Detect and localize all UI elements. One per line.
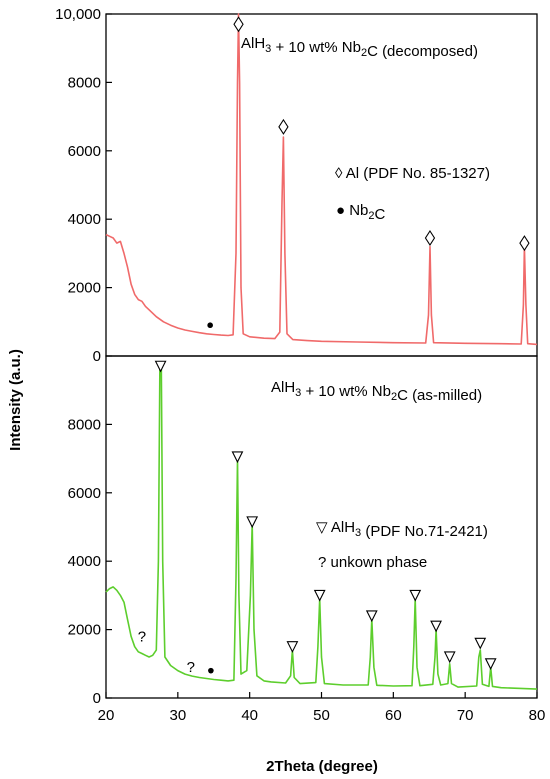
y-tick-label: 2000 <box>68 622 101 639</box>
x-axis-title: 2Theta (degree) <box>266 758 378 775</box>
nb2c-peak-marker <box>207 322 213 329</box>
y-tick-label: 6000 <box>68 143 101 160</box>
y-tick-label: 0 <box>93 348 101 365</box>
unknown-peak-marker: ? <box>138 628 146 645</box>
alh3-peak-marker <box>409 589 422 602</box>
x-tick-label: 40 <box>241 707 258 724</box>
phase-legend-2: ● Nb2C <box>336 202 386 223</box>
alh3-peak-marker <box>365 610 378 623</box>
al-peak-marker <box>519 235 530 252</box>
y-tick-label: 2000 <box>68 280 101 297</box>
alh3-peak-marker <box>286 641 299 653</box>
y-tick-label: 10,000 <box>55 6 101 23</box>
y-tick-label: 4000 <box>68 553 101 570</box>
y-tick-label: 4000 <box>68 211 101 228</box>
x-tick-label: 30 <box>169 707 186 724</box>
alh3-peak-marker <box>154 360 167 373</box>
x-tick-label: 20 <box>98 707 115 724</box>
plot-frame <box>105 13 538 357</box>
y-tick-label: 8000 <box>68 74 101 91</box>
top-panel: 0 2000 4000 6000 8000 10,000 AlH3 + 10 wt% Nb2… <box>55 6 538 365</box>
al-peak-marker <box>278 118 289 135</box>
unknown-peak-marker: ? <box>187 659 195 676</box>
phase-legend-2: ? unkown phase <box>318 554 427 571</box>
x-tick-label: 60 <box>385 707 402 724</box>
xrd-pattern-line <box>105 362 538 690</box>
alh3-peak-marker <box>430 620 442 633</box>
alh3-peak-marker <box>474 637 487 650</box>
alh3-peak-marker <box>231 451 244 464</box>
x-tick-label: 50 <box>313 707 330 724</box>
alh3-peak-marker <box>443 651 456 664</box>
phase-legend-1: ◊ Al (PDF No. 85-1327) <box>335 165 490 182</box>
bottom-panel: 0 2000 4000 6000 8000 20 30 40 50 60 70 80?? AlH3 + … <box>68 355 546 724</box>
y-tick-label: 0 <box>93 690 101 707</box>
sample-label: AlH3 + 10 wt% Nb2C (as-milled) <box>271 379 482 404</box>
alh3-peak-marker <box>484 658 497 671</box>
sample-label: AlH3 + 10 wt% Nb2C (decomposed) <box>241 35 478 60</box>
y-axis-title: Intensity (a.u.) <box>7 349 24 451</box>
alh3-peak-marker <box>313 589 326 602</box>
alh3-peak-marker <box>246 516 259 529</box>
y-tick-label: 8000 <box>68 416 101 433</box>
xrd-pattern-line <box>105 13 538 346</box>
phase-legend-1: ▽ AlH3 (PDF No.71-2421) <box>316 519 488 540</box>
y-tick-label: 6000 <box>68 485 101 502</box>
x-tick-label: 70 <box>457 707 474 724</box>
al-peak-marker <box>233 16 244 33</box>
nb2c-peak-marker <box>208 667 214 674</box>
x-tick-label: 80 <box>529 707 546 724</box>
al-peak-marker <box>424 229 436 247</box>
